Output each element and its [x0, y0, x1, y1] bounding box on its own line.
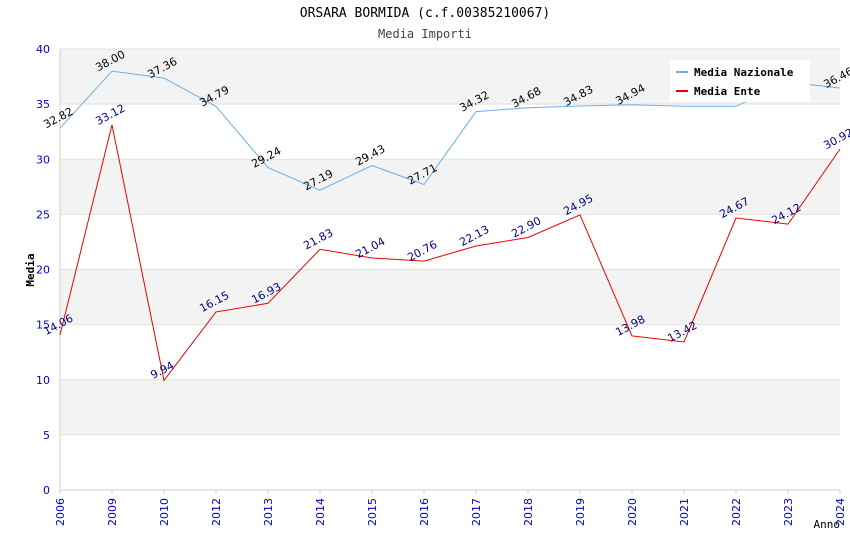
x-tick-label: 2019 [574, 498, 587, 526]
grid-band [60, 159, 840, 215]
x-tick-label: 2018 [522, 498, 535, 526]
x-tick-label: 2020 [626, 498, 639, 526]
x-tick-label: 2021 [678, 498, 691, 526]
legend-label: Media Nazionale [694, 66, 794, 79]
y-tick-label: 0 [43, 484, 50, 497]
series-line [59, 124, 841, 382]
x-tick-label: 2015 [366, 498, 379, 526]
y-tick-label: 20 [36, 264, 50, 277]
x-tick-label: 2022 [730, 498, 743, 526]
chart-title: ORSARA BORMIDA (c.f.00385210067) [299, 6, 551, 21]
x-tick-label: 2013 [262, 498, 275, 526]
y-tick-label: 10 [36, 374, 50, 387]
grid-band [60, 379, 840, 435]
grid-band [60, 324, 840, 380]
grid-band [60, 434, 840, 490]
x-tick-label: 2014 [314, 498, 327, 526]
legend-label: Media Ente [694, 85, 761, 98]
y-tick-label: 25 [36, 208, 50, 221]
x-tick-label: 2016 [418, 498, 431, 526]
x-tick-label: 2006 [54, 498, 67, 526]
x-tick-label: 2024 [834, 498, 847, 526]
y-tick-label: 5 [43, 429, 50, 442]
x-tick-label: 2010 [158, 498, 171, 526]
series-line [59, 70, 841, 191]
legend-box [670, 60, 810, 102]
grid-band [60, 104, 840, 160]
x-tick-label: 2023 [782, 498, 795, 526]
y-tick-label: 35 [36, 98, 50, 111]
y-axis-title: Media [24, 253, 37, 286]
grid-band [60, 269, 840, 325]
x-axis-title: Anno [814, 518, 841, 531]
x-tick-label: 2012 [210, 498, 223, 526]
y-tick-label: 40 [36, 43, 50, 56]
y-tick-label: 30 [36, 153, 50, 166]
y-tick-label: 15 [36, 319, 50, 332]
grid-band [60, 214, 840, 270]
chart-subtitle: Media Importi [378, 27, 472, 41]
x-tick-label: 2009 [106, 498, 119, 526]
x-tick-label: 2017 [470, 498, 483, 526]
